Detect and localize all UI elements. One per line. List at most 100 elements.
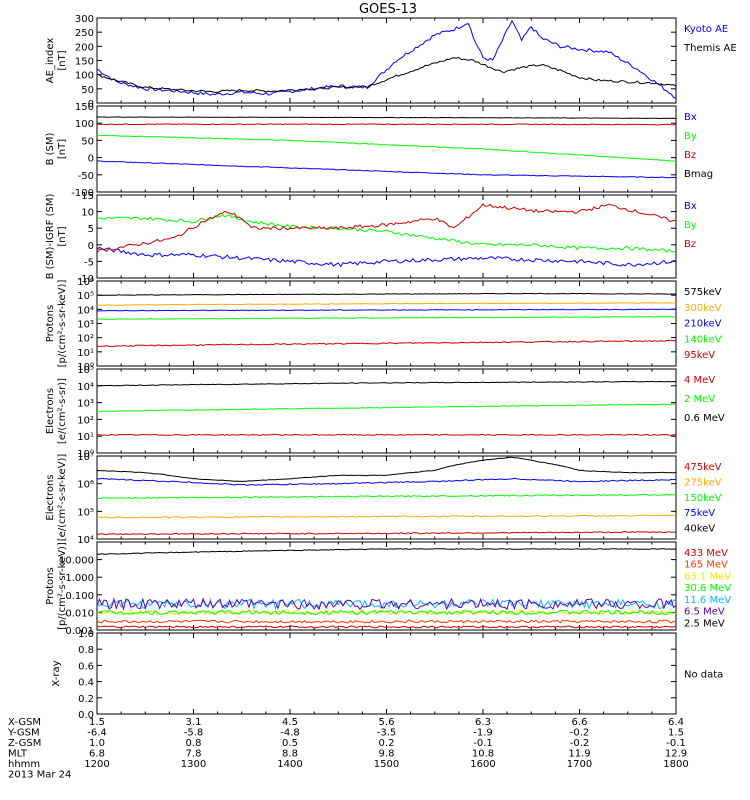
panel-3-ytick-label: 15	[81, 191, 94, 202]
panel-3-ytick-label: 10	[81, 208, 94, 219]
footer-value: -1.9	[473, 728, 493, 739]
panel-7-ytick-label: 1.000	[65, 573, 94, 584]
panel-5-ytick-label: 10⁴	[77, 382, 94, 393]
panel-4-series-210kev	[96, 308, 676, 312]
footer-value: 7.8	[186, 749, 202, 760]
panel-2-ytick-label: 100	[75, 119, 94, 130]
panel-4-ytick-label: 10²	[77, 334, 94, 345]
panel-3-ytick-label: -10	[78, 274, 94, 285]
footer-value: 12.9	[665, 749, 687, 760]
footer-value: 8.8	[282, 749, 298, 760]
footer-value: -6.4	[87, 728, 107, 739]
footer-value: 5.6	[379, 717, 395, 728]
panel-7-legend-63-1-mev: 63.1 MeV	[684, 571, 731, 582]
panel-4-ylabel: [p/(cm²-s-sr-keV)]	[57, 280, 68, 368]
panel-7-series-165-mev	[96, 619, 677, 624]
footer-value: 11.9	[568, 749, 590, 760]
panel-4-ytick-label: 10⁰	[77, 362, 94, 373]
panel-6-series-275kev	[96, 514, 677, 519]
footer-label-x-gsm: X-GSM	[8, 717, 41, 728]
footer-value: 3.1	[186, 717, 202, 728]
panel-4-series-300kev	[96, 302, 677, 306]
panel-4-ytick-label: 10¹	[77, 348, 94, 359]
panel-3-legend-bz: Bz	[684, 239, 696, 250]
panel-3-legend-bx: Bx	[684, 201, 697, 212]
panel-5-ylabel: [e/(cm²-s-sr)]	[57, 378, 68, 444]
panel-6-ylabel: [e/(cm²-s-sr-keV)]	[57, 454, 68, 542]
panel-6-legend-40kev: 40keV	[684, 524, 715, 535]
footer-value: 9.8	[379, 749, 395, 760]
footer-value: 1300	[181, 759, 206, 770]
panel-3-legend-by: By	[684, 220, 697, 231]
panel-6-legend-475kev: 475keV	[684, 462, 722, 473]
panel-2-ylabel: B (SM)	[45, 132, 56, 165]
panel-2-ylabel: [nT]	[57, 139, 68, 159]
panel-2-ytick-label: 150	[75, 102, 94, 113]
panel-8-ytick-label: 0.8	[78, 645, 94, 656]
panel-4-legend-95kev: 95keV	[684, 350, 715, 361]
panel-2-frame	[96, 105, 677, 193]
panel-7-ytick-label: 0.100	[65, 591, 94, 602]
panel-4-legend-300kev: 300keV	[684, 303, 722, 314]
panel-7-ylabel: Protons	[45, 567, 56, 604]
footer-value: 1.5	[668, 728, 684, 739]
panel-1-ytick-label: 200	[75, 42, 94, 53]
panel-7-legend-433-mev: 433 MeV	[684, 548, 728, 559]
panel-1-series-kyoto-ae	[96, 19, 677, 100]
footer-value: 0.5	[282, 738, 298, 749]
footer-label-z-gsm: Z-GSM	[8, 738, 41, 749]
panel-3-ytick-label: 0	[88, 241, 94, 252]
panel-8-ytick-label: 0.6	[78, 661, 94, 672]
footer-value: -0.2	[570, 738, 590, 749]
panel-4-ylabel: Protons	[45, 305, 56, 342]
footer-value: 1.5	[89, 717, 105, 728]
footer-value: 1700	[567, 759, 592, 770]
panel-2-ytick-label: 50	[81, 136, 94, 147]
panel-7-series-2-5-mev	[97, 548, 677, 555]
footer-value: -0.1	[473, 738, 493, 749]
footer-value: 6.3	[475, 717, 491, 728]
panel-2-ytick-label: -50	[78, 171, 94, 182]
panel-2-legend-by: By	[684, 131, 697, 142]
panel-7-ytick-label: 10.000	[59, 556, 94, 567]
panel-5-series-0-6-mev	[96, 380, 677, 387]
panel-1-ytick-label: 250	[75, 28, 94, 39]
panel-5-ytick-label: 10³	[77, 399, 94, 410]
panel-8-ytick-label: 0.0	[78, 710, 94, 721]
panel-4-ytick-label: 10⁵	[77, 291, 94, 302]
panel-8-ytick-label: 1.0	[78, 629, 94, 640]
footer-value: -5.8	[184, 728, 204, 739]
panel-2-ytick-label: -100	[71, 188, 94, 199]
panel-1-legend-kyoto-ae: Kyoto AE	[684, 24, 728, 35]
footer-value: 10.8	[472, 749, 494, 760]
panel-7-series-433-mev	[96, 625, 677, 629]
panel-6-series-475kev	[96, 531, 677, 536]
panel-2-legend-bmag: Bmag	[684, 169, 713, 180]
panel-2-ytick-label: 0	[88, 154, 94, 165]
panel-6-ytick-label: 10⁶	[77, 480, 94, 491]
panel-1-ytick-label: 50	[81, 85, 94, 96]
panel-7-legend-30-6-mev: 30.6 MeV	[684, 583, 731, 594]
panel-1-ytick-label: 150	[75, 57, 94, 68]
panel-7-legend-11-6-mev: 11.6 MeV	[684, 595, 731, 606]
footer-value: 1600	[470, 759, 495, 770]
panel-4-legend-210kev: 210keV	[684, 319, 722, 330]
panel-7-legend-2-5-mev: 2.5 MeV	[684, 618, 725, 629]
panel-1-ytick-label: 300	[75, 14, 94, 25]
panel-6-ylabel: Electrons	[45, 474, 56, 520]
footer-value: 1400	[277, 759, 302, 770]
panel-4-ytick-label: 10⁴	[77, 305, 94, 316]
panel-5-ytick-label: 10¹	[77, 432, 94, 443]
panel-7-series-30-6-mev	[96, 609, 677, 616]
panel-4-legend-140kev: 140keV	[684, 334, 722, 345]
panel-5-legend-2-mev: 2 MeV	[684, 394, 715, 405]
footer-value: 1.0	[89, 738, 105, 749]
panel-1-ylabel: [nT]	[57, 50, 68, 70]
panel-1-ytick-label: 100	[75, 71, 94, 82]
panel-2-series-bmag	[96, 116, 677, 120]
panel-6-series-75kev	[96, 477, 677, 486]
panel-6-series-40kev	[96, 456, 677, 482]
panel-8-frame	[96, 632, 677, 715]
